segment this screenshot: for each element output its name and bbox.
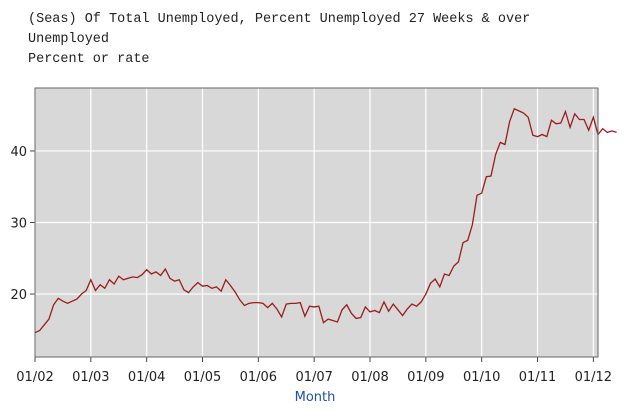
x-tick-label: 01/08 [351,370,388,385]
x-tick-label: 01/12 [575,370,612,385]
data-line [34,107,617,334]
x-tick-label: 01/02 [16,370,53,385]
x-tick-label: 01/03 [72,370,109,385]
x-tick-label: 01/09 [407,370,444,385]
x-tick-label: 01/04 [128,370,165,385]
x-tick-label: 01/10 [463,370,500,385]
y-tick-label: 20 [10,288,27,303]
y-tick-label: 40 [10,145,27,160]
chart-title: (Seas) Of Total Unemployed, Percent Unem… [28,12,530,27]
x-axis-label: Month [295,390,336,405]
x-tick-label: 01/07 [295,370,332,385]
x-tick-label: 01/05 [184,370,221,385]
plot-border [34,87,599,358]
chart-title: Unemployed [28,32,109,47]
x-tick-label: 01/11 [519,370,556,385]
x-tick-label: 01/06 [240,370,277,385]
chart-subtitle: Percent or rate [28,52,150,67]
y-tick-label: 30 [10,217,27,232]
